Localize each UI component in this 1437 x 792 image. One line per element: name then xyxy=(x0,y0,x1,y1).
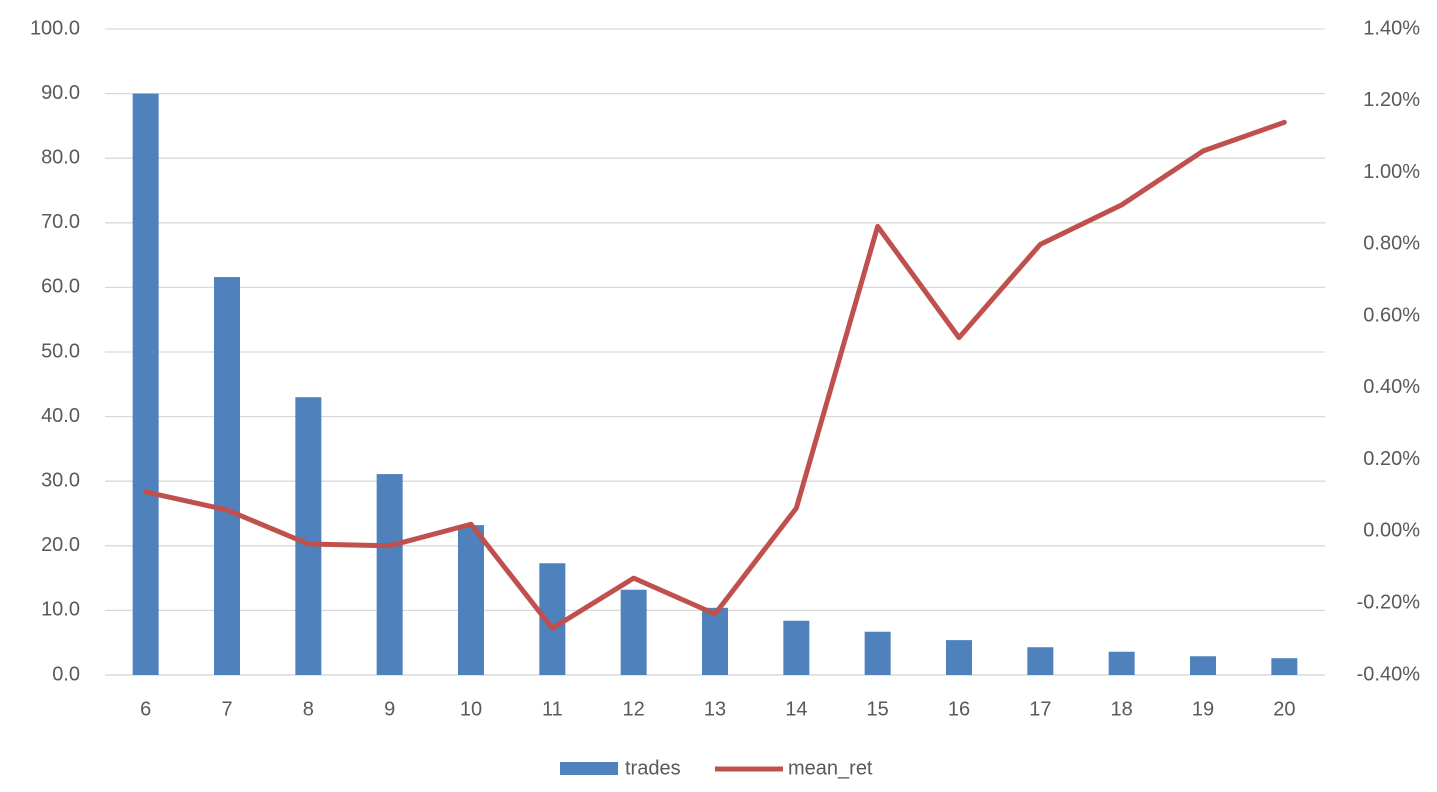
y2-tick-label: 0.80% xyxy=(1363,233,1420,255)
y2-tick-label: -0.40% xyxy=(1357,663,1421,685)
bar xyxy=(132,93,159,676)
y-tick-label: 60.0 xyxy=(41,276,80,298)
x-tick-label: 17 xyxy=(1029,698,1051,720)
x-tick-label: 19 xyxy=(1192,698,1214,720)
y-tick-label: 40.0 xyxy=(41,405,80,427)
y-tick-label: 20.0 xyxy=(41,534,80,556)
bar xyxy=(1108,651,1135,675)
x-tick-label: 15 xyxy=(867,698,889,720)
bar xyxy=(620,589,647,675)
x-tick-label: 18 xyxy=(1111,698,1133,720)
x-tick-label: 13 xyxy=(704,698,726,720)
x-tick-label: 8 xyxy=(303,698,314,720)
y-tick-label: 90.0 xyxy=(41,82,80,104)
y2-tick-label: 0.60% xyxy=(1363,304,1420,326)
x-tick-label: 10 xyxy=(460,698,482,720)
bar xyxy=(1027,647,1054,675)
legend-swatch xyxy=(560,762,618,775)
y2-tick-label: 1.00% xyxy=(1363,161,1420,183)
x-tick-label: 7 xyxy=(221,698,232,720)
bar xyxy=(1271,658,1298,675)
line xyxy=(143,119,1287,631)
legend-label: mean_ret xyxy=(788,757,873,779)
bar xyxy=(702,607,728,675)
y-tick-label: 100.0 xyxy=(30,17,80,39)
y-tick-label: 0.0 xyxy=(52,663,80,685)
x-tick-label: 14 xyxy=(785,698,807,720)
y2-tick-label: 1.20% xyxy=(1363,89,1420,111)
x-tick-label: 16 xyxy=(948,698,970,720)
y-tick-label: 10.0 xyxy=(41,599,80,621)
bar xyxy=(1190,656,1216,675)
bar xyxy=(295,397,322,675)
bar xyxy=(946,640,972,675)
y-tick-label: 50.0 xyxy=(41,340,80,362)
bar xyxy=(214,277,240,675)
bar xyxy=(864,631,891,675)
y2-tick-label: -0.20% xyxy=(1357,592,1421,614)
bar xyxy=(783,620,810,675)
y2-tick-label: 0.40% xyxy=(1363,376,1420,398)
x-tick-label: 9 xyxy=(384,698,395,720)
y-tick-label: 30.0 xyxy=(41,469,80,491)
y2-tick-label: 0.00% xyxy=(1363,520,1420,542)
x-tick-label: 20 xyxy=(1273,698,1295,720)
bar xyxy=(376,474,403,675)
legend-label: trades xyxy=(625,757,681,779)
x-tick-label: 12 xyxy=(623,698,645,720)
y-tick-label: 70.0 xyxy=(41,211,80,233)
y-tick-label: 80.0 xyxy=(41,146,80,168)
bar xyxy=(458,525,484,675)
y2-tick-label: 1.40% xyxy=(1363,17,1420,39)
x-tick-label: 6 xyxy=(140,698,151,720)
x-tick-label: 11 xyxy=(542,698,563,720)
y2-tick-label: 0.20% xyxy=(1363,448,1420,470)
